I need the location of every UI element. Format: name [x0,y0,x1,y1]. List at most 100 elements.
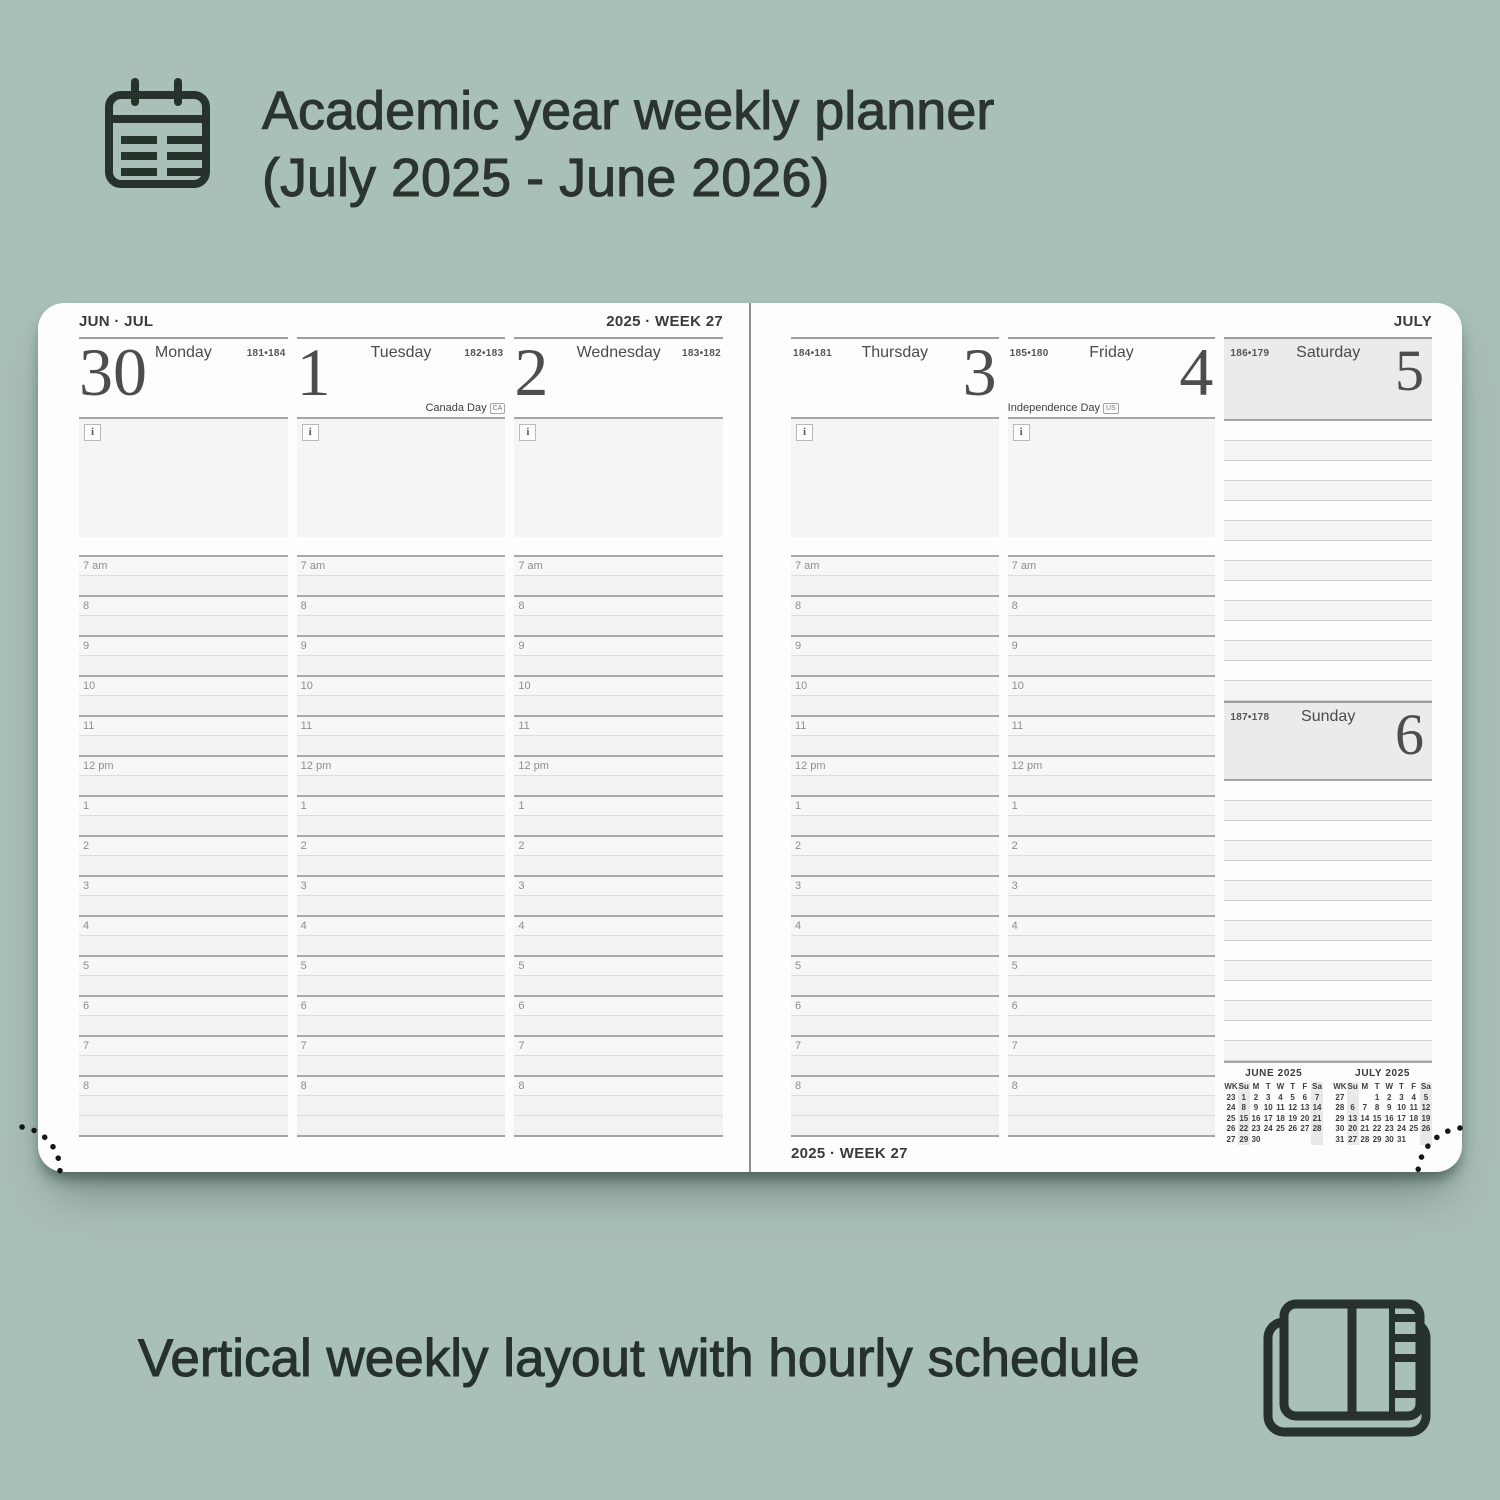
ruled-row [1224,581,1433,601]
half-hour-row [1007,735,1216,755]
ruled-row [1224,561,1433,581]
ruled-row [1224,821,1433,841]
half-hour-row [296,1015,506,1035]
hour-row-label: 9 [1007,635,1216,655]
half-hour-row [296,975,506,995]
planner-spread: JUN · JUL 2025 · WEEK 27 Monday 181•184 30… [38,303,1462,1172]
half-hour-row [514,655,724,675]
day-number: 4 [1179,334,1214,410]
hourly-schedule: 7 am 8 9 10 11 12 pm 1 2 3 4 5 6 7 8 [296,555,506,1137]
mini-calendar-day-cell: 8 [1374,1103,1380,1112]
calendar-icon-line [121,168,157,176]
hour-row-label: 6 [79,995,288,1015]
hour-row-label: 11 [791,715,999,735]
half-hour-row [791,935,999,955]
calendar-icon-line [167,136,203,144]
caption-footer: Vertical weekly layout with hourly sched… [0,1290,1500,1450]
half-hour-row [791,1015,999,1035]
calendar-icon-line [121,136,157,144]
info-icon: i [301,424,319,441]
half-hour-row [79,655,288,675]
mini-calendar-day-cell: 7 [1310,1092,1324,1103]
mini-calendar-day-cell: 27 [1226,1134,1236,1144]
half-hour-row [1007,855,1216,875]
half-hour-row [79,1015,288,1035]
day-number: 30 [79,334,147,410]
mini-calendar-day-cell: 31 [1397,1134,1406,1144]
mini-calendar-day-cell: 31 [1335,1134,1345,1144]
day-name-label: Thursday [861,344,929,361]
calendar-icon [105,78,210,190]
half-hour-row [296,655,506,675]
hour-row-label: 10 [791,675,999,695]
day-of-year-counter: 186•179 [1230,348,1270,359]
ruled-row [1224,841,1433,861]
mini-calendar-day-cell: 16 [1251,1113,1261,1123]
half-hour-row [296,1095,506,1115]
info-icon: i [796,424,813,441]
half-hour-row [791,775,999,795]
hour-row-label: 8 [296,1075,506,1095]
mini-calendar-header-cell: Sa [1419,1082,1433,1093]
mini-calendar-day-cell: 26 [1288,1124,1298,1133]
week-number-footer: 2025 · WEEK 27 [791,1145,908,1162]
mini-calendar-header-cell: WK [1224,1082,1238,1091]
mini-calendar-day-cell: 3 [1399,1092,1404,1102]
half-hour-row [791,815,999,835]
day-header: Wednesday 183•182 2 [514,337,724,417]
hour-row-label: 6 [791,995,999,1015]
mini-calendar-title: JULY 2025 [1355,1068,1411,1079]
weekend-column: 186•179 Saturday 5 187•178 Sunday 6 JUNE 2025 W… [1224,337,1433,1157]
half-hour-row [514,615,724,635]
mini-calendar-header-cell: W [1276,1082,1285,1091]
ruled-row [1224,941,1433,961]
mini-calendar-day-cell: 4 [1411,1092,1416,1102]
info-icon: i [519,424,537,441]
hour-row-label: 1 [791,795,999,815]
info-icon: i [84,424,101,441]
half-hour-row [514,775,724,795]
mini-calendar-day-cell: 1 [1237,1092,1250,1103]
day-of-year-counter: 183•182 [682,348,722,359]
page-spine-divider [749,303,751,1172]
hour-row-label: 5 [514,955,724,975]
overflow-row [296,1115,506,1135]
mini-calendar-header-cell: Sa [1310,1082,1324,1093]
mini-calendar-day-cell: 20 [1300,1113,1310,1123]
mini-calendar-day-cell: 11 [1409,1103,1418,1112]
hour-row-label: 7 [296,1035,506,1055]
mini-calendar-day-cell [1299,1135,1311,1146]
half-hour-row [296,935,506,955]
overflow-row [79,1115,288,1135]
mini-calendar-header-cell: F [1411,1082,1417,1091]
half-hour-row [296,775,506,795]
hour-row-label: 12 pm [296,755,506,775]
mini-calendar-header-cell: M [1252,1082,1260,1091]
mini-calendar-title: JUNE 2025 [1245,1068,1303,1079]
half-hour-row [791,655,999,675]
hour-row-label: 9 [514,635,724,655]
half-hour-row [296,575,506,595]
notes-area: i [791,417,999,537]
mini-calendar-header-cell: T [1374,1082,1380,1091]
hour-row-label: 6 [514,995,724,1015]
mini-calendar-day-cell: 18 [1409,1113,1419,1123]
ruled-row [1224,601,1433,621]
hour-row-label: 10 [296,675,506,695]
mini-calendar-day-cell: 19 [1419,1113,1433,1124]
ruled-lines-area [1224,421,1433,701]
mini-calendar-grid: WK Su M T W T F Sa 23 1 2 3 4 5 6 7 24 8 9 10 11 12 13 14 25 15 16… [1224,1082,1324,1146]
hour-row-label: 3 [791,875,999,895]
product-title-line1: Academic year weekly planner [261,81,995,142]
hour-row-label: 2 [514,835,724,855]
month-label: JULY [1393,313,1432,330]
ruled-row [1224,521,1433,541]
mini-calendar-day-cell: 15 [1237,1113,1250,1124]
mini-calendar-day-cell: 24 [1226,1103,1236,1112]
right-page-header: JULY [791,313,1432,333]
caption-text: Vertical weekly layout with hourly sched… [138,1329,1141,1389]
product-title: Academic year weekly planner (July 2025 … [261,78,995,212]
holiday-name: Canada Day [425,402,487,414]
ruled-row [1224,901,1433,921]
calendar-icon-body [105,91,210,188]
